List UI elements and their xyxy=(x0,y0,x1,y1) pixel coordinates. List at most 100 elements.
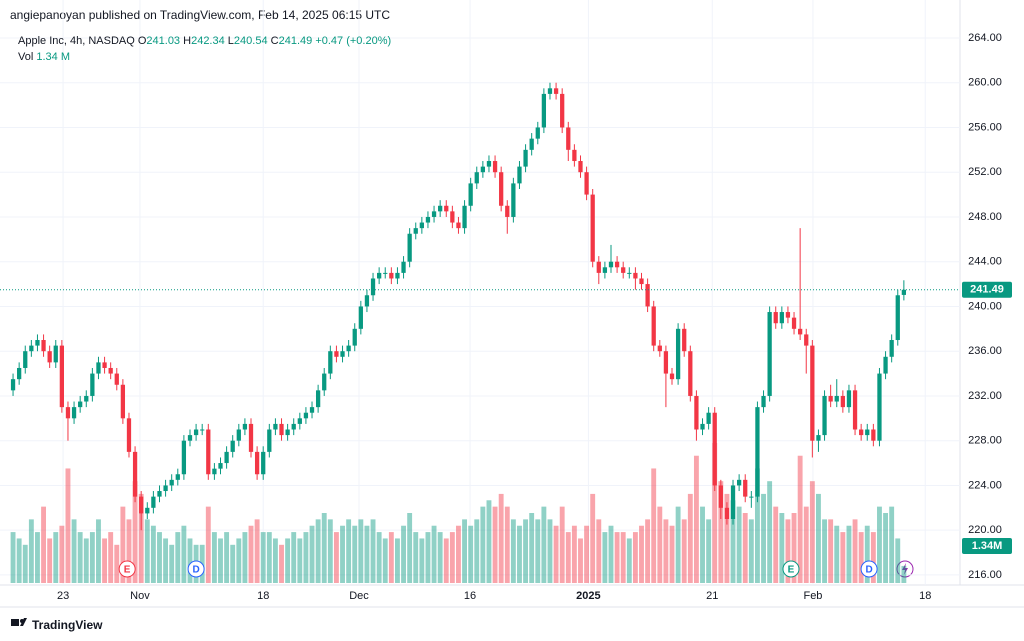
volume-bar xyxy=(681,519,687,583)
x-tick-label: 21 xyxy=(706,590,718,602)
volume-bar xyxy=(639,525,644,583)
y-tick-label: 220.00 xyxy=(968,524,1002,536)
symbol: Apple Inc, 4h, NASDAQ xyxy=(18,35,135,47)
volume-name: Vol xyxy=(18,51,34,63)
candle-body xyxy=(798,328,803,335)
volume-bar xyxy=(797,455,803,583)
candle-body xyxy=(834,395,839,402)
volume-bar xyxy=(260,532,266,583)
legend-value: 241.49 xyxy=(278,35,313,47)
candle-body xyxy=(395,272,400,279)
last-price-box xyxy=(962,281,1012,298)
event-label: D xyxy=(865,565,872,576)
candle-body xyxy=(151,496,156,508)
volume-bar xyxy=(669,525,675,583)
volume-bar xyxy=(144,519,150,583)
volume-bar xyxy=(224,532,230,583)
volume-bar xyxy=(877,506,882,583)
x-tick-label: 18 xyxy=(257,590,269,602)
volume-bar xyxy=(614,532,620,583)
candle-body xyxy=(419,222,424,229)
candle-body xyxy=(364,295,370,307)
candle-body xyxy=(706,412,711,424)
volume-bar xyxy=(71,519,77,583)
candle-body xyxy=(346,345,351,352)
volume-bar xyxy=(498,493,504,583)
candle-body xyxy=(334,351,339,357)
y-tick-label: 224.00 xyxy=(968,479,1002,491)
candle-body xyxy=(218,463,223,469)
volume-bar xyxy=(809,481,815,583)
candle-body xyxy=(438,205,443,212)
candle-body xyxy=(822,395,827,436)
legend-value: 240.54 xyxy=(233,35,268,47)
candle-body xyxy=(328,351,333,374)
volume-bar xyxy=(437,532,443,583)
volume-bar xyxy=(291,532,297,583)
legend-row: Vol 1.34 M xyxy=(18,49,391,65)
candle-body xyxy=(53,345,58,363)
volume-bar xyxy=(242,532,248,583)
volume-bar xyxy=(114,544,120,583)
volume-bar xyxy=(395,538,400,583)
candle-body xyxy=(425,216,431,223)
volume-label: 1.34M xyxy=(972,540,1003,552)
volume-bar xyxy=(602,532,608,583)
candle-body xyxy=(462,205,467,229)
candle-body xyxy=(377,272,382,279)
volume-bar xyxy=(730,500,736,583)
volume-bar xyxy=(852,519,858,583)
y-tick-label: 216.00 xyxy=(968,569,1002,581)
legend-key: L xyxy=(227,35,234,47)
change: +0.47 (+0.20%) xyxy=(315,35,392,47)
volume-bar xyxy=(834,525,840,583)
candle-body xyxy=(499,172,504,206)
volume-bar xyxy=(687,493,693,583)
candle-body xyxy=(883,356,888,374)
candle-body xyxy=(584,172,589,195)
volume-bar xyxy=(218,538,223,583)
candle-body xyxy=(871,429,876,441)
volume-bar xyxy=(724,493,730,583)
volume-bar xyxy=(248,525,254,583)
candle-body xyxy=(230,440,235,452)
candle-body xyxy=(523,149,528,167)
candle-body xyxy=(358,306,363,329)
volume-bar xyxy=(205,506,211,583)
candle-body xyxy=(852,390,858,430)
volume-bar xyxy=(468,525,474,583)
volume-bar xyxy=(822,519,827,583)
candle-body xyxy=(413,228,418,234)
candle-body xyxy=(560,93,565,128)
legend-key: C xyxy=(270,35,279,47)
candle-body xyxy=(65,407,71,419)
candle-body xyxy=(370,278,376,296)
candle-body xyxy=(17,367,22,380)
candle-body xyxy=(322,373,327,391)
candle-body xyxy=(810,345,815,441)
event-marker xyxy=(860,560,878,578)
candle-body xyxy=(804,334,809,346)
candle-body xyxy=(200,429,205,431)
candle-body xyxy=(779,312,784,324)
volume-bar xyxy=(169,544,175,583)
y-tick-label: 248.00 xyxy=(968,211,1002,223)
candle-body xyxy=(596,261,601,273)
volume-bar xyxy=(346,519,352,583)
candle-body xyxy=(474,172,479,184)
volume-bar xyxy=(449,532,455,583)
volume-bar xyxy=(517,525,522,583)
candle-body xyxy=(492,161,498,173)
candle-body xyxy=(541,93,547,128)
event-label: D xyxy=(192,565,199,576)
volume-bar xyxy=(626,538,632,583)
volume-bar xyxy=(767,481,773,583)
volume-bar xyxy=(413,532,419,583)
candle-body xyxy=(212,468,217,475)
volume-bar xyxy=(35,532,40,583)
candle-body xyxy=(291,423,296,430)
candle-body xyxy=(767,312,772,396)
candle-body xyxy=(187,435,193,441)
volume-bar xyxy=(157,532,162,583)
